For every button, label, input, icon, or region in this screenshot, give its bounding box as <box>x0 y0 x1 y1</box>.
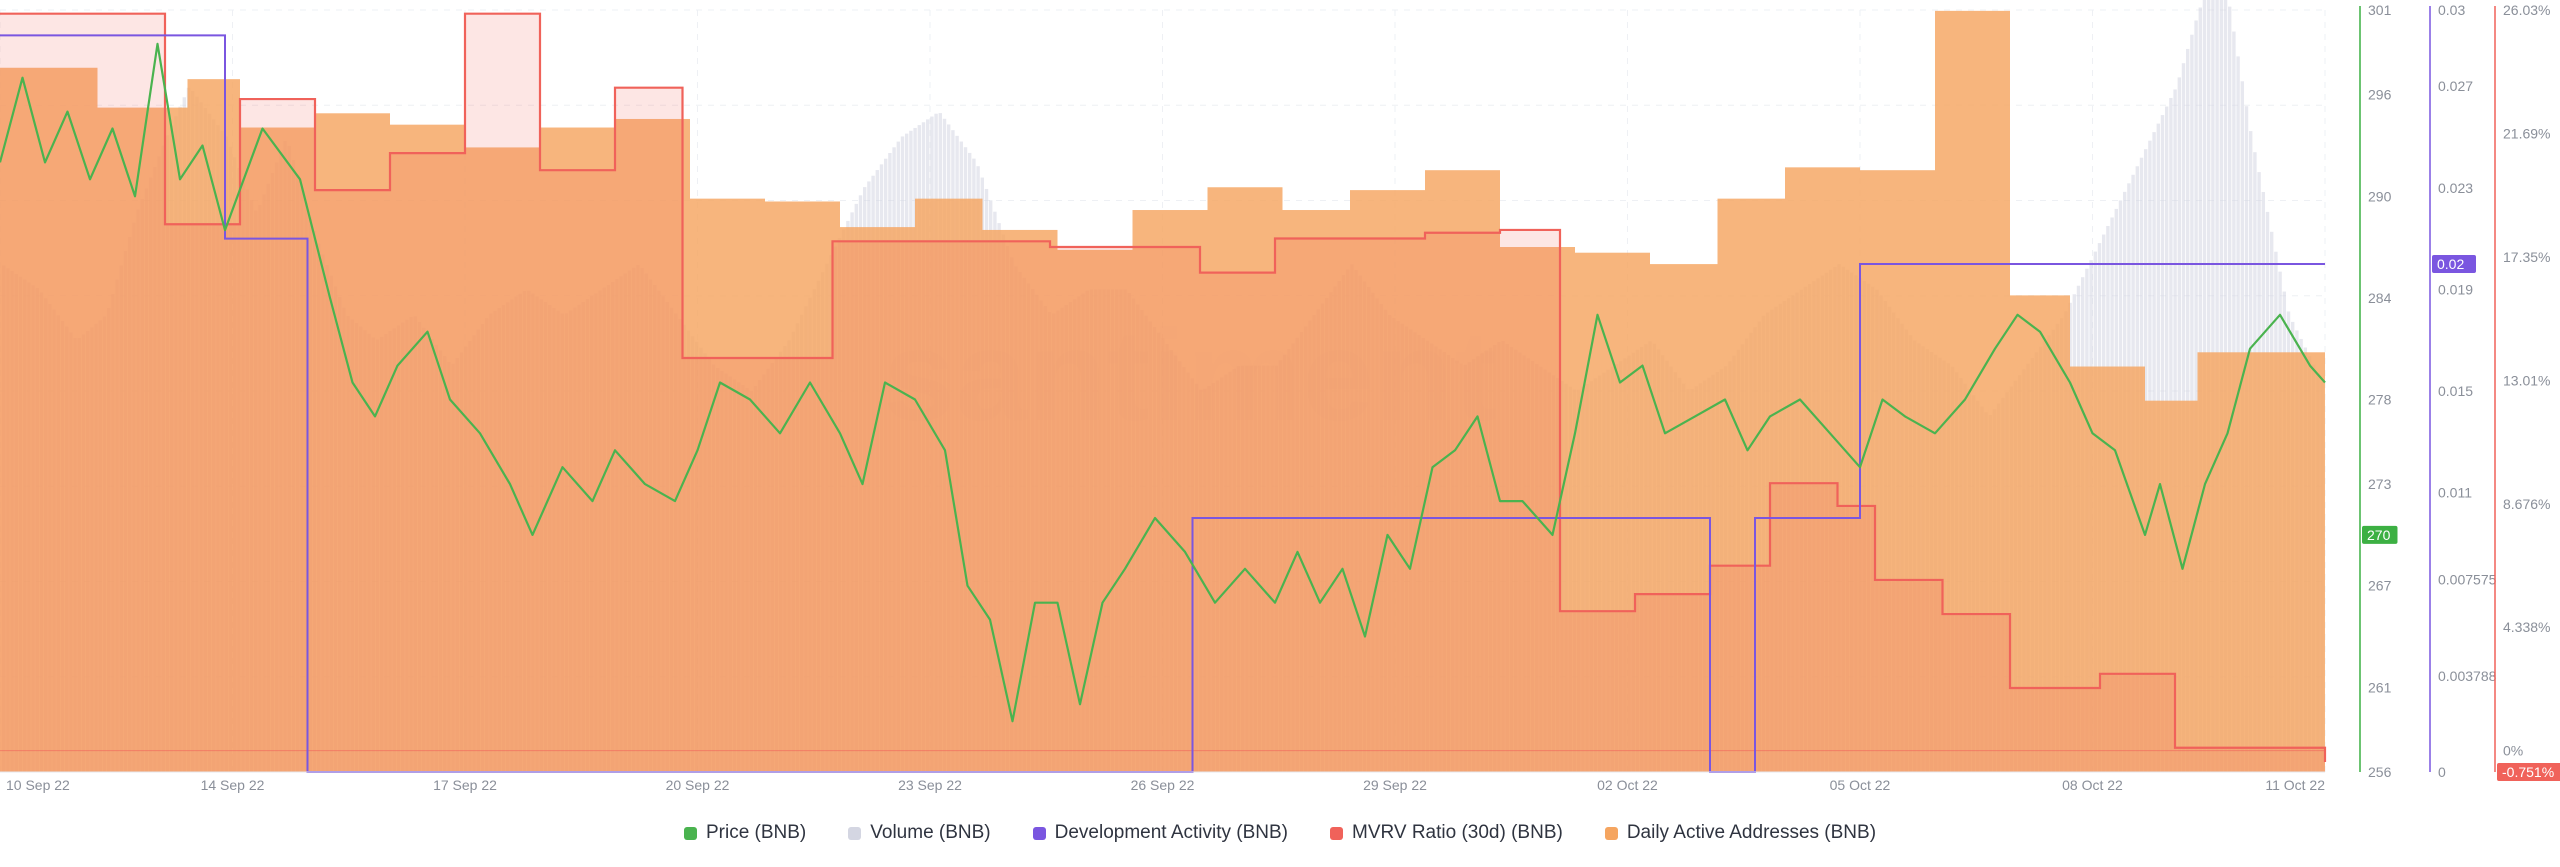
daily-active-addresses-bar <box>915 198 983 773</box>
price-axis-tick-label: 273 <box>2368 476 2392 492</box>
daily-active-addresses-bar <box>1717 198 1785 773</box>
price-series <box>0 42 2326 723</box>
daily-active-addresses-bar <box>1860 170 1935 772</box>
mvrv-area <box>0 13 2325 772</box>
x-tick-label: 26 Sep 22 <box>1131 777 1195 793</box>
x-tick-label: 20 Sep 22 <box>666 777 730 793</box>
development-axis-tick-label: 0.011 <box>2438 485 2472 501</box>
daily-active-addresses-bar <box>187 79 240 772</box>
price-axis-tick-label: 301 <box>2368 2 2392 18</box>
daily-active-addresses-bar <box>390 124 465 772</box>
legend-item-development-activity[interactable]: Development Activity (BNB) <box>1032 822 1288 844</box>
x-tick-label: 02 Oct 22 <box>1597 777 1658 793</box>
mvrv-axis-tick-label: 26.03% <box>2503 2 2550 18</box>
legend-item-daily-active-addresses[interactable]: Daily Active Addresses (BNB) <box>1604 822 1877 844</box>
daily-active-addresses-bar <box>2010 295 2070 772</box>
daily-active-addresses-bar <box>765 201 840 772</box>
daily-active-addresses-bar <box>2250 352 2325 772</box>
x-tick-label: 29 Sep 22 <box>1363 777 1427 793</box>
daily-active-addresses-bar <box>315 113 390 772</box>
daily-active-addresses-series <box>0 10 2325 773</box>
x-tick-label: 08 Oct 22 <box>2062 777 2123 793</box>
mvrv-axis-current-badge <box>2497 763 2560 781</box>
development-axis-tick-label: 0 <box>2438 764 2446 780</box>
price-axis-tick-label: 267 <box>2368 578 2392 594</box>
price-axis-tick-label: 284 <box>2368 290 2392 306</box>
mvrv-ratio-series <box>0 12 2327 772</box>
price-axis-tick-label: 290 <box>2368 188 2392 204</box>
mvrv-axis-tick-label: 4.338% <box>2503 619 2550 635</box>
price-line <box>0 42 2326 723</box>
daily-active-addresses-bar <box>240 127 315 772</box>
mvrv-axis-current-value: -0.751% <box>2502 764 2554 780</box>
mvrv-line <box>0 12 2327 763</box>
daily-active-addresses-bar <box>1785 167 1860 772</box>
development-axis-tick-label: 0.027 <box>2438 78 2473 94</box>
development-axis-tick-label: 0.015 <box>2438 383 2473 399</box>
legend-item-mvrv[interactable]: MVRV Ratio (30d) (BNB) <box>1330 822 1563 844</box>
legend-swatch-volume <box>848 826 862 840</box>
daily-active-addresses-bar <box>1500 247 1575 772</box>
x-tick-label: 14 Sep 22 <box>201 777 265 793</box>
legend-swatch-mvrv <box>1330 826 1343 840</box>
mvrv-axis-tick-label: 17.35% <box>2503 249 2550 265</box>
daily-active-addresses-bar <box>540 127 615 772</box>
volume-bar <box>2194 20 2198 773</box>
axes: 256 261 267 273 278 284 290 296 301 270 0 0.003788 0… <box>2359 2 2560 781</box>
daily-active-addresses-bar <box>97 107 188 773</box>
x-tick-label: 10 Sep 22 <box>6 777 70 793</box>
daily-active-addresses-bar <box>690 198 765 773</box>
price-axis-tick-label: 278 <box>2368 391 2392 407</box>
daily-active-addresses-bar <box>0 67 98 773</box>
development-axis-current-value: 0.02 <box>2437 256 2464 272</box>
legend-label-volume: Volume (BNB) <box>870 822 991 843</box>
daily-active-addresses-bar <box>465 147 540 772</box>
daily-active-addresses-bar <box>1575 252 1650 772</box>
legend-swatch-daily-active-addresses <box>1604 826 1618 840</box>
mvrv-axis-tick-label: 13.01% <box>2503 372 2550 388</box>
legend-swatch-development-activity <box>1032 826 1046 840</box>
mvrv-axis-tick-label: 0% <box>2503 743 2523 759</box>
daily-active-addresses-bar <box>2145 400 2198 772</box>
daily-active-addresses-bar <box>1057 249 1133 772</box>
daily-active-addresses-bar <box>1207 187 1283 773</box>
x-tick-label: 11 Oct 22 <box>2265 777 2325 793</box>
mvrv-axis-tick-label: 21.69% <box>2503 125 2550 141</box>
price-axis-tick-label: 261 <box>2368 679 2392 695</box>
legend-label-development-activity: Development Activity (BNB) <box>1054 822 1288 843</box>
x-tick-label: 23 Sep 22 <box>898 777 962 793</box>
daily-active-addresses-bar <box>1425 170 1500 772</box>
development-axis-tick-label: 0.007575 <box>2438 572 2497 588</box>
development-axis-tick-label: 0.003788 <box>2438 668 2497 684</box>
daily-active-addresses-bar <box>1132 210 1208 772</box>
daily-active-addresses-bar <box>1282 210 1350 772</box>
legend-label-daily-active-addresses: Daily Active Addresses (BNB) <box>1626 822 1877 843</box>
price-axis-tick-label: 256 <box>2368 764 2392 780</box>
x-tick-label: 17 Sep 22 <box>433 777 497 793</box>
daily-active-addresses-bar <box>1350 190 1425 772</box>
legend-item-price[interactable]: Price (BNB) <box>683 822 807 844</box>
development-axis-tick-label: 0.019 <box>2438 281 2473 297</box>
development-axis-current-badge <box>2432 255 2476 273</box>
daily-active-addresses-bar <box>615 118 690 772</box>
development-axis-tick-label: 0.03 <box>2438 2 2465 18</box>
x-tick-label: 05 Oct 22 <box>1830 777 1891 793</box>
legend-item-volume[interactable]: Volume (BNB) <box>848 822 991 844</box>
legend-label-mvrv: MVRV Ratio (30d) (BNB) <box>1352 822 1563 843</box>
price-axis-tick-label: 296 <box>2368 87 2392 103</box>
daily-active-addresses-bar <box>2070 366 2145 772</box>
daily-active-addresses-bar <box>1935 10 2010 773</box>
mvrv-axis-tick-label: 8.676% <box>2503 496 2550 512</box>
daily-active-addresses-bar <box>2197 352 2250 772</box>
development-axis-tick-label: 0.023 <box>2438 180 2473 196</box>
price-axis-current-value: 270 <box>2367 527 2391 543</box>
legend: Price (BNB) Volume (BNB) Development Act… <box>0 818 2560 848</box>
price-axis-current-badge <box>2362 525 2398 544</box>
legend-swatch-price <box>683 826 697 840</box>
legend-label-price: Price (BNB) <box>705 822 807 843</box>
x-axis-ticks: 10 Sep 22 14 Sep 22 17 Sep 22 20 Sep 22 23 S… <box>0 771 2325 793</box>
daily-active-addresses-bar <box>840 227 915 773</box>
